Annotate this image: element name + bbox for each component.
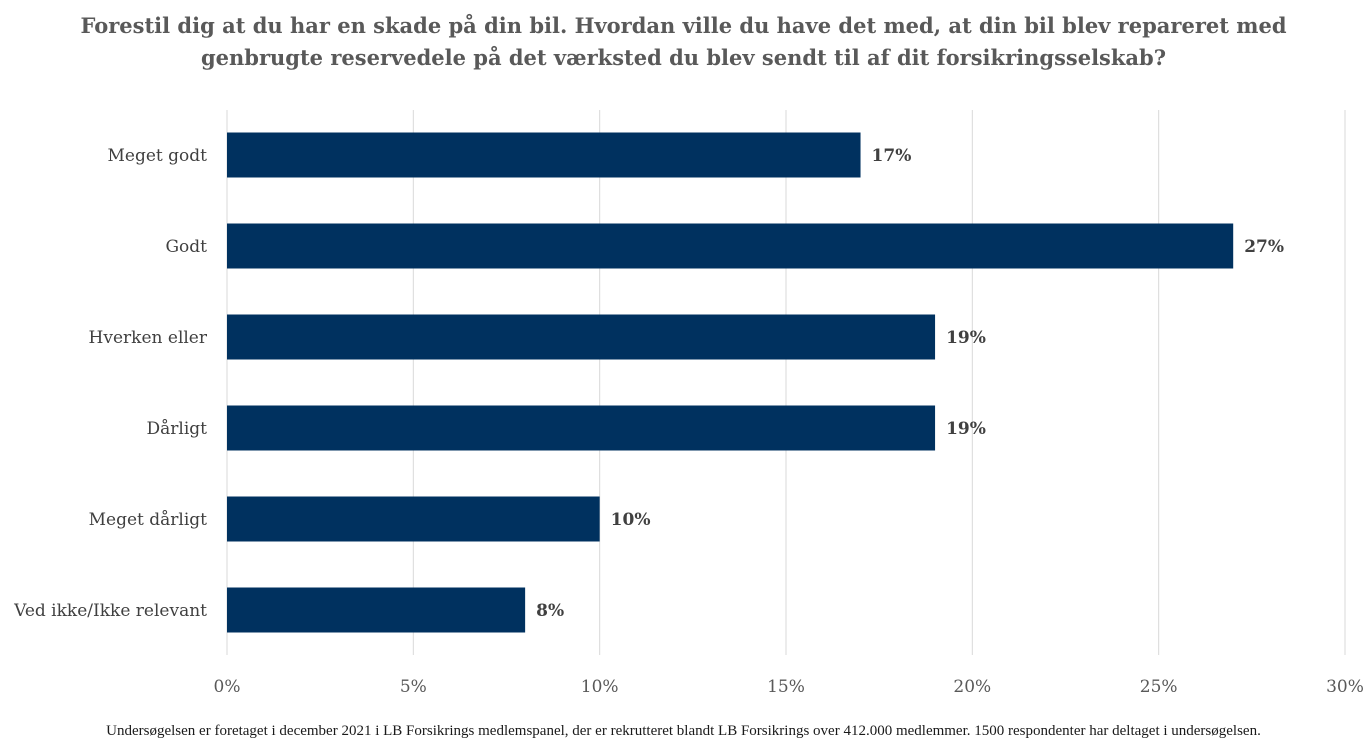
data-label: 27% [1244, 237, 1284, 257]
data-label: 19% [946, 419, 986, 439]
x-tick-label: 25% [1140, 677, 1178, 697]
category-label: Hverken eller [89, 328, 208, 348]
bar [227, 132, 861, 178]
category-label: Dårligt [147, 419, 208, 439]
data-label: 8% [536, 601, 564, 621]
gridlines [226, 110, 1346, 655]
data-label: 17% [872, 146, 912, 166]
category-label: Meget godt [108, 146, 208, 166]
x-tick-label: 5% [400, 677, 427, 697]
bar [227, 223, 1234, 269]
bar [227, 587, 526, 633]
x-tick-label: 20% [953, 677, 991, 697]
labels: 0% 5% 10% 15% 20% 25% 30% Meget godt 17% Godt 27% H… [13, 146, 1364, 697]
category-label: Ved ikke/Ikke relevant [13, 601, 207, 621]
data-label: 19% [946, 328, 986, 348]
footnote: Undersøgelsen er foretaget i december 20… [106, 723, 1261, 739]
chart-title-line-2: genbrugte reservedele på det værksted du… [200, 45, 1167, 70]
data-label: 10% [611, 510, 651, 530]
bar [227, 405, 936, 451]
chart-title: Forestil dig at du har en skade på din b… [0, 10, 1367, 74]
x-tick-label: 0% [214, 677, 241, 697]
category-label: Godt [165, 237, 207, 257]
x-tick-label: 30% [1326, 677, 1364, 697]
bar [227, 314, 936, 360]
bars [227, 132, 1234, 633]
x-tick-label: 15% [767, 677, 805, 697]
bar [227, 496, 600, 542]
category-label: Meget dårligt [89, 510, 208, 530]
chart-title-line-1: Forestil dig at du har en skade på din b… [80, 13, 1287, 38]
x-tick-label: 10% [581, 677, 619, 697]
